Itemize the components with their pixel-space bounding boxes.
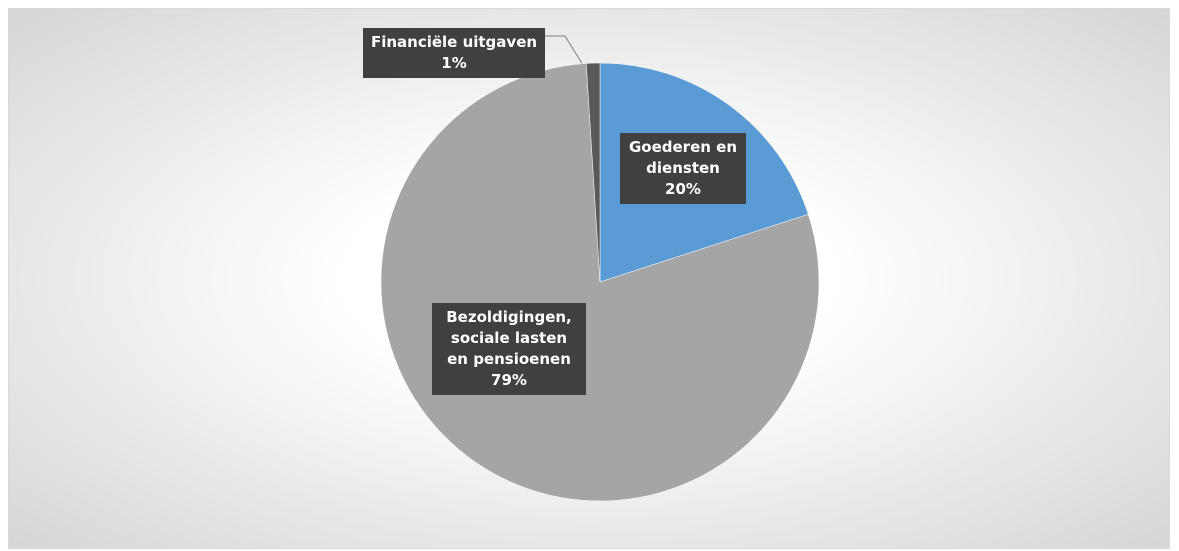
label-percent: 20% [665,180,701,198]
label-name: Bezoldigingen, sociale lasten en pensioe… [446,308,572,368]
data-label: Financiële uitgaven 1% [363,28,545,78]
label-name: Financiële uitgaven [370,33,538,51]
data-label: Goederen en diensten 20% [620,133,746,204]
leader-line [545,35,587,71]
data-label: Bezoldigingen, sociale lasten en pensioe… [432,303,586,395]
label-name: Goederen en diensten [628,138,738,177]
label-percent: 79% [491,371,527,389]
pie-slice [585,62,601,283]
label-percent: 1% [441,54,467,72]
